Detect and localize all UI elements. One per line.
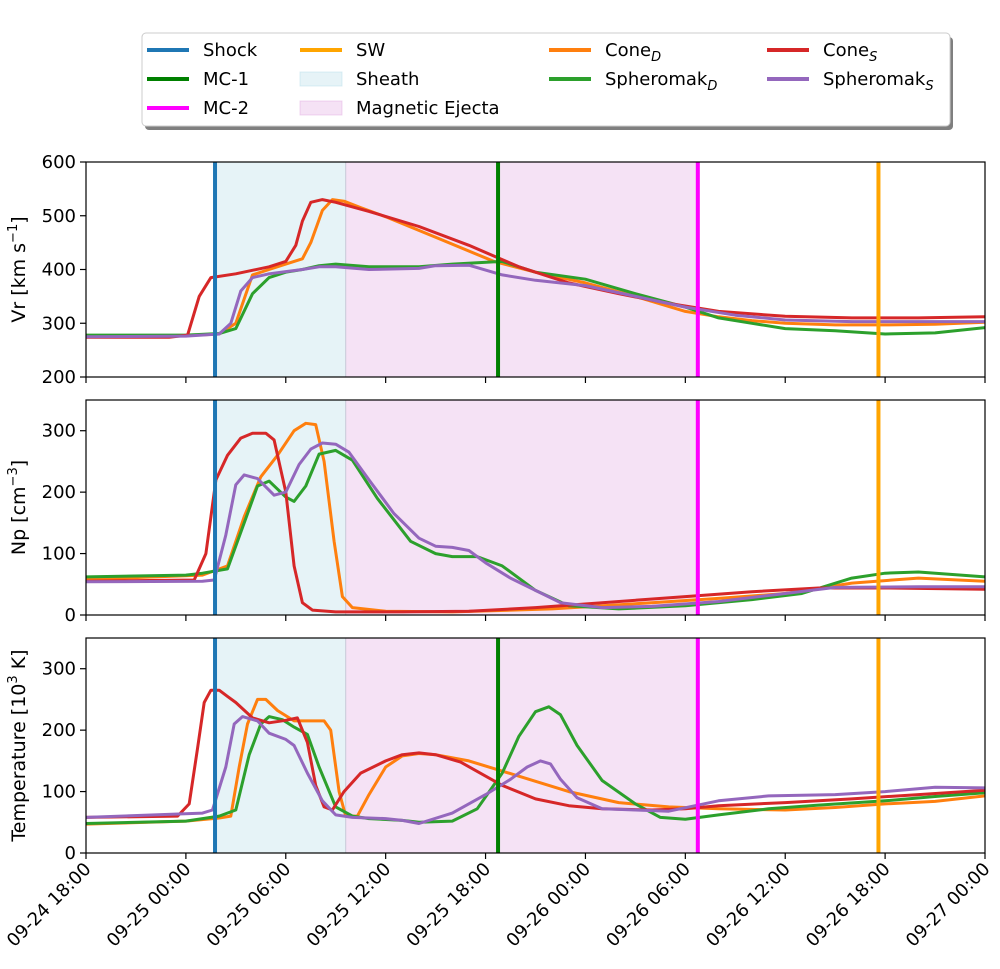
y-tick-label: 200: [42, 720, 76, 741]
x-tick-label: 09-27 00:00: [902, 859, 995, 952]
legend: Shock MC-1 MC-2 SW Sheath Magnetic Ejecta Cone…: [141, 32, 953, 130]
legend-label-coneS: ConeS: [823, 40, 877, 65]
x-tick-label: 09-26 06:00: [602, 859, 695, 952]
magnetic-ejecta-region: [345, 638, 698, 853]
y-tick-label: 100: [42, 782, 76, 803]
series-spheroS-np: [86, 441, 985, 610]
y-tick-label: 500: [42, 206, 76, 227]
series-spheroS-temp: [86, 715, 985, 825]
legend-label-sw: SW: [356, 40, 385, 61]
x-tick-labels: 09-24 18:00 09-25 00:00 09-25 06:00 09-25 1…: [3, 859, 995, 952]
y-tick-label: 400: [42, 260, 76, 281]
series-spheroS-vr: [86, 263, 985, 339]
plot-frame: [85, 399, 986, 616]
sheath-region: [215, 638, 346, 853]
legend-label-shock: Shock: [203, 40, 258, 61]
panel-temp: 0 100 200 300 Temperature [103 K]: [6, 637, 986, 864]
legend-label-me: Magnetic Ejecta: [356, 98, 500, 119]
x-tick-label: 09-24 18:00: [3, 859, 96, 952]
plot-frame: [85, 637, 986, 854]
legend-label-sheath: Sheath: [356, 69, 419, 90]
y-axis-label: Temperature [103 K]: [6, 649, 30, 842]
y-axis-label: Np [cm−3]: [6, 460, 30, 555]
x-tick-label: 09-26 18:00: [802, 859, 895, 952]
legend-label-spheroS: SpheromakS: [823, 69, 934, 94]
y-tick-label: 600: [42, 152, 76, 173]
x-tick-label: 09-25 12:00: [303, 859, 396, 952]
legend-box: [141, 32, 951, 127]
x-tick-label: 09-25 00:00: [103, 859, 196, 952]
y-tick-label: 100: [42, 544, 76, 565]
panel-np: 0 100 200 300 Np [cm−3]: [6, 399, 986, 626]
x-tick-label: 09-26 00:00: [502, 859, 595, 952]
legend-label-mc1: MC-1: [203, 69, 249, 90]
y-axis-label: Vr [km s−1]: [6, 216, 30, 322]
legend-label-coneD: ConeD: [605, 40, 661, 65]
legend-label-mc2: MC-2: [203, 98, 249, 119]
x-tick-label: 09-25 06:00: [203, 859, 296, 952]
y-tick-label: 300: [42, 421, 76, 442]
y-tick-label: 200: [42, 482, 76, 503]
y-tick-label: 0: [65, 843, 76, 864]
y-tick-label: 200: [42, 367, 76, 388]
series-coneS-np: [86, 431, 985, 614]
legend-swatch-sheath: [299, 71, 343, 87]
series-spheroD-np: [86, 448, 985, 611]
legend-label-spheroD: SpheromakD: [605, 69, 717, 94]
y-tick-label: 300: [42, 659, 76, 680]
x-tick-label: 09-25 18:00: [403, 859, 496, 952]
legend-swatch-me: [299, 100, 343, 116]
y-tick-label: 300: [42, 313, 76, 334]
y-tick-label: 0: [65, 605, 76, 626]
panel-vr: 200 300 400 500 600 Vr [km s−1]: [6, 152, 986, 388]
sheath-region: [215, 162, 346, 377]
sheath-region: [215, 400, 346, 615]
x-tick-label: 09-26 12:00: [702, 859, 795, 952]
